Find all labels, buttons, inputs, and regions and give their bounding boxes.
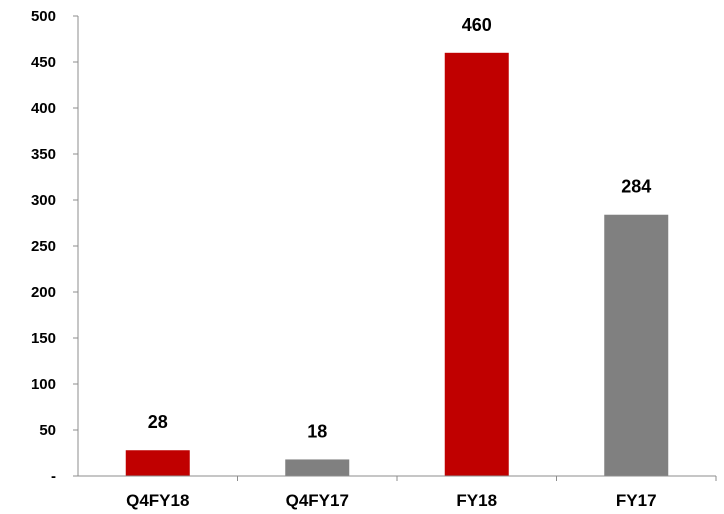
x-category-label: FY17 [616, 491, 657, 510]
data-label: 460 [462, 15, 492, 35]
data-label: 28 [148, 412, 168, 432]
y-tick-label: 50 [39, 422, 56, 439]
x-category-label: Q4FY18 [126, 491, 189, 510]
x-category-label: FY18 [456, 491, 497, 510]
x-axis: Q4FY18 Q4FY17 FY18 FY17 [78, 475, 717, 510]
y-tick-label: 350 [31, 146, 56, 163]
data-label: 18 [307, 421, 327, 441]
y-tick-label: - [51, 468, 56, 485]
y-axis: - 50 100 150 200 250 300 350 400 450 500 [31, 8, 79, 485]
y-tick-label: 150 [31, 330, 56, 347]
data-label: 284 [621, 177, 651, 197]
y-tick-label: 250 [31, 238, 56, 255]
bar-q4fy17 [285, 459, 350, 476]
y-tick-label: 400 [31, 100, 56, 117]
y-tick-label: 200 [31, 284, 56, 301]
bar-fy17 [604, 214, 669, 476]
x-category-label: Q4FY17 [286, 491, 349, 510]
y-tick-label: 100 [31, 376, 56, 393]
bars-group: 28 18 460 284 [125, 15, 669, 477]
bar-fy18 [444, 52, 509, 477]
y-tick-label: 450 [31, 54, 56, 71]
y-tick-label: 300 [31, 192, 56, 209]
bar-q4fy18 [125, 450, 190, 476]
y-tick-label: 500 [31, 8, 56, 25]
